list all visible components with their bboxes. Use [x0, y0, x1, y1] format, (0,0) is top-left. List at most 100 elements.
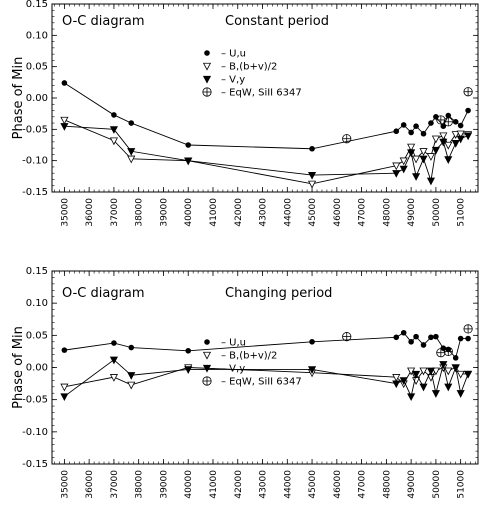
- data-point-v-y: [184, 366, 193, 375]
- data-point-b-b-v-2: [444, 367, 453, 376]
- x-tick-label: 35000: [60, 470, 70, 499]
- x-tick-label: 36000: [85, 470, 95, 499]
- data-point-b-b-v-2: [444, 141, 453, 150]
- x-tick-label: 51000: [457, 470, 467, 499]
- data-point-v-y: [456, 135, 465, 144]
- data-point-eqw-siii-6347: [463, 87, 473, 97]
- x-tick-label: 38000: [135, 198, 145, 227]
- data-point-u-u: [457, 335, 464, 342]
- data-point-eqw-siii-6347: [443, 117, 453, 127]
- data-point-v-y: [426, 367, 436, 376]
- data-point-u-u: [128, 344, 135, 351]
- legend-label-u-u: – U,u: [221, 338, 246, 349]
- legend-label-b-b-v-2: – B,(b+v)/2: [221, 62, 277, 73]
- x-tick-label: 46000: [333, 198, 343, 227]
- data-point-v-y: [451, 364, 460, 373]
- y-tick-label: -0.15: [22, 187, 48, 198]
- data-point-v-y: [464, 370, 473, 379]
- data-point-u-u: [393, 334, 400, 341]
- x-tick-label: 50000: [432, 198, 442, 227]
- data-point-b-b-v-2: [60, 116, 69, 125]
- x-tick-label: 36000: [85, 198, 95, 227]
- y-tick-label: 0.00: [26, 93, 48, 104]
- data-point-v-y: [399, 377, 408, 385]
- y-tick-label: -0.15: [22, 459, 48, 470]
- data-point-eqw-siii-6347: [436, 115, 446, 125]
- data-point-eqw-siii-6347: [443, 346, 453, 357]
- data-point-eqw-siii-6347: [342, 332, 352, 342]
- y-tick-label: 0.10: [26, 298, 48, 309]
- data-point-u-u: [309, 338, 315, 345]
- y-tick-label: 0.05: [26, 62, 48, 73]
- data-point-v-y: [60, 123, 69, 131]
- data-point-eqw-siii-6347: [342, 134, 352, 144]
- chart-title: O-C diagram: [62, 286, 145, 301]
- data-point-b-b-v-2: [60, 383, 69, 392]
- x-tick-label: 45000: [308, 470, 318, 499]
- data-point-v-y: [431, 146, 440, 155]
- data-point-v-y: [307, 171, 317, 180]
- data-point-u-u: [413, 123, 419, 129]
- x-tick-label: 41000: [209, 198, 219, 227]
- x-tick-label: 47000: [358, 470, 368, 499]
- series-line-b-b-v-2: [64, 119, 469, 185]
- data-point-u-u: [185, 142, 192, 148]
- x-tick-label: 43000: [259, 470, 269, 499]
- x-tick-label: 45000: [308, 198, 318, 227]
- data-point-b-b-v-2: [431, 367, 440, 376]
- x-tick-label: 40000: [184, 198, 194, 227]
- x-tick-label: 38000: [135, 470, 145, 499]
- data-point-v-y: [184, 157, 193, 166]
- legend-marker-u-u: [204, 50, 210, 56]
- x-tick-label: 41000: [209, 470, 219, 499]
- data-point-v-y: [419, 383, 428, 392]
- data-point-u-u: [428, 120, 434, 126]
- data-point-u-u: [400, 122, 407, 128]
- legend-marker-eqw-siii-6347: [202, 87, 212, 97]
- data-point-v-y: [444, 383, 453, 392]
- x-tick-label: 51000: [457, 198, 467, 227]
- data-point-u-u: [440, 123, 447, 129]
- x-tick-label: 42000: [234, 198, 244, 227]
- data-point-b-b-v-2: [127, 155, 136, 164]
- data-point-u-u: [413, 333, 419, 340]
- chart-panel-changing-period: 0.15 0.10 0.05 0.00 -0.05 -0.10 -0.15 35000 3600…: [11, 266, 479, 499]
- y-tick-label: -0.05: [22, 395, 48, 406]
- data-point-v-y: [456, 390, 465, 398]
- x-tick-label: 49000: [407, 470, 417, 499]
- chart-subtitle: Constant period: [225, 14, 329, 29]
- data-point-u-u: [111, 340, 117, 346]
- data-point-b-b-v-2: [439, 132, 448, 141]
- x-tick-label: 44000: [283, 470, 293, 499]
- data-point-v-y: [399, 165, 408, 174]
- data-point-b-b-v-2: [407, 143, 416, 152]
- y-tick-label: -0.10: [22, 156, 48, 167]
- y-axis-label: Phase of Min: [11, 57, 26, 140]
- data-point-b-b-v-2: [109, 374, 118, 382]
- data-point-b-b-v-2: [109, 137, 118, 146]
- legend-marker-b-b-v-2: [202, 351, 212, 360]
- data-point-u-u: [420, 342, 427, 348]
- data-point-v-y: [464, 132, 473, 141]
- data-point-v-y: [431, 390, 440, 398]
- data-point-v-y: [412, 173, 421, 181]
- data-point-v-y: [444, 156, 453, 165]
- x-tick-label: 44000: [283, 198, 293, 227]
- data-point-v-y: [407, 149, 416, 158]
- data-point-u-u: [111, 112, 117, 118]
- data-point-b-b-v-2: [392, 162, 401, 171]
- y-tick-label: -0.05: [22, 124, 48, 135]
- y-tick-label: -0.10: [22, 427, 48, 438]
- data-point-b-b-v-2: [451, 131, 460, 139]
- y-tick-label: 0.10: [26, 30, 48, 41]
- x-tick-label: 50000: [432, 470, 442, 499]
- y-tick-label: 0.05: [26, 330, 48, 341]
- data-point-b-b-v-2: [426, 153, 436, 161]
- data-point-u-u: [465, 107, 471, 114]
- x-tick-label: 46000: [333, 470, 343, 499]
- x-tick-label: 35000: [60, 198, 70, 227]
- data-point-u-u: [61, 347, 68, 353]
- data-point-b-b-v-2: [127, 381, 136, 390]
- chart-panel-constant-period: 0.15 0.10 0.05 0.00 -0.05 -0.10 -0.15 35000 3600…: [11, 0, 479, 227]
